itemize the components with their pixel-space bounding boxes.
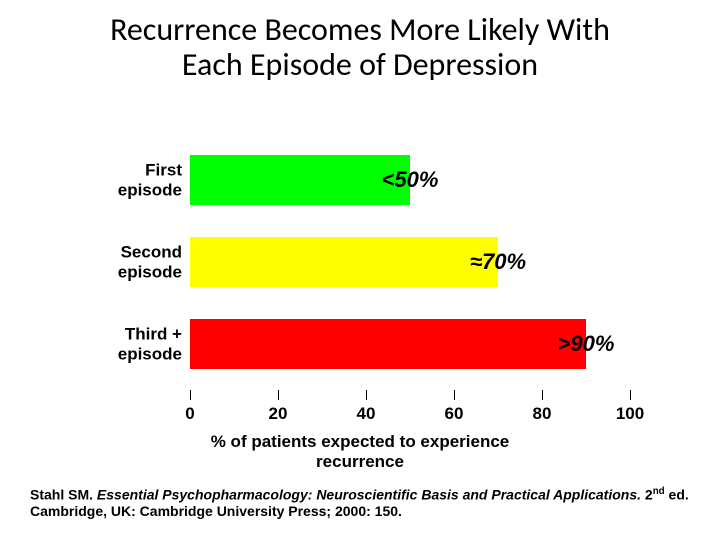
bar-value-label: ≈70% — [470, 249, 526, 275]
bar-category-label: Firstepisode — [77, 160, 190, 199]
bar — [190, 155, 410, 205]
bar-row: Secondepisode≈70% — [190, 237, 630, 287]
bar-value-label: <50% — [382, 167, 439, 193]
x-tick — [454, 390, 455, 400]
slide: Recurrence Becomes More Likely With Each… — [0, 0, 720, 540]
title-line-1: Recurrence Becomes More Likely With — [0, 12, 720, 47]
x-tick — [190, 390, 191, 400]
x-tick — [366, 390, 367, 400]
recurrence-chart: Firstepisode<50%Secondepisode≈70%Third +… — [80, 140, 640, 450]
x-tick-label: 40 — [357, 404, 376, 424]
citation-tail-1: 2 — [641, 486, 653, 502]
x-tick — [278, 390, 279, 400]
citation: Stahl SM. Essential Psychopharmacology: … — [30, 486, 690, 520]
x-axis-title-line-2: recurrence — [80, 452, 640, 472]
citation-sup: nd — [653, 486, 665, 497]
bar-category-label: Third +episode — [77, 324, 190, 363]
x-tick-label: 0 — [185, 404, 194, 424]
x-axis-title-line-1: % of patients expected to experience — [80, 432, 640, 452]
x-tick-label: 100 — [616, 404, 644, 424]
bar — [190, 237, 498, 287]
x-axis-title: % of patients expected to experience rec… — [80, 432, 640, 471]
plot-area: Firstepisode<50% Secondepisode≈70% Third +… — [190, 140, 630, 400]
citation-book-title: Essential Psychopharmacology: Neuroscien… — [97, 486, 641, 502]
citation-author: Stahl SM. — [30, 486, 97, 502]
x-tick-label: 80 — [533, 404, 552, 424]
x-axis: 020406080100 — [190, 400, 630, 430]
x-tick-label: 20 — [269, 404, 288, 424]
slide-title: Recurrence Becomes More Likely With Each… — [0, 12, 720, 82]
x-tick-label: 60 — [445, 404, 464, 424]
bar-row: Third +episode>90% — [190, 319, 630, 369]
title-line-2: Each Episode of Depression — [0, 47, 720, 82]
x-tick — [542, 390, 543, 400]
bar-value-label: >90% — [558, 331, 615, 357]
bar — [190, 319, 586, 369]
bar-category-label: Secondepisode — [77, 242, 190, 281]
bar-row: Firstepisode<50% — [190, 155, 630, 205]
x-tick — [630, 390, 631, 400]
